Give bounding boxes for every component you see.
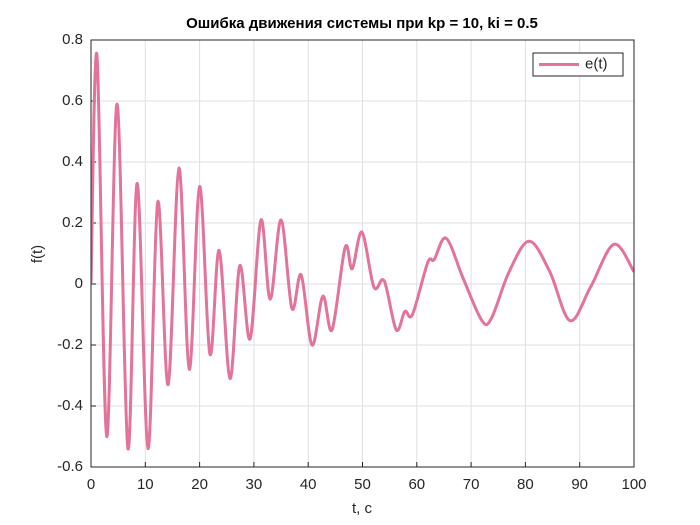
y-axis-label: f(t): [29, 245, 46, 263]
x-tick-label: 10: [137, 476, 154, 493]
y-tick-label: 0: [75, 275, 83, 292]
x-tick-label: 0: [87, 476, 95, 493]
y-tick-label: 0.2: [62, 214, 83, 231]
data-line: [91, 51, 634, 451]
x-tick-label: 90: [571, 476, 588, 493]
x-axis-label: t, c: [352, 500, 373, 517]
y-tick-label: -0.4: [57, 397, 83, 414]
y-tick-label: 0.6: [62, 92, 83, 109]
x-tick-label: 40: [300, 476, 317, 493]
y-tick-label: 0.8: [62, 31, 83, 48]
axes-box: [90, 39, 635, 468]
x-tick-label: 80: [517, 476, 534, 493]
x-tick-label: 60: [408, 476, 425, 493]
chart-title: Ошибка движения системы при kp = 10, ki …: [186, 15, 538, 32]
x-tick-label: 50: [354, 476, 371, 493]
x-tick-label: 100: [621, 476, 646, 493]
y-tick-label: -0.2: [57, 336, 83, 353]
x-tick-label: 70: [463, 476, 480, 493]
series-group: [91, 51, 634, 451]
x-tick-label: 20: [191, 476, 208, 493]
legend-label: e(t): [585, 55, 608, 72]
x-tick-label: 30: [246, 476, 263, 493]
y-tick-label: 0.4: [62, 153, 83, 170]
y-tick-label: -0.6: [57, 458, 83, 475]
